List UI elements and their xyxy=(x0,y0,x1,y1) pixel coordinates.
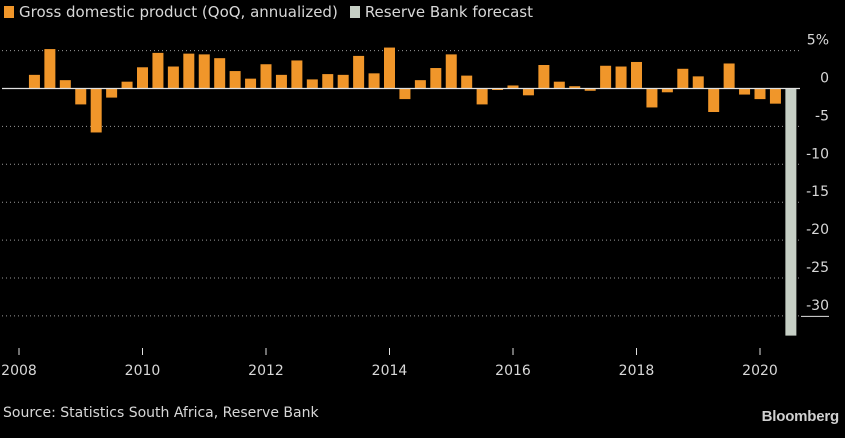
gdp-bar xyxy=(445,54,457,89)
gdp-bar xyxy=(708,88,720,112)
x-tick-label: 2016 xyxy=(495,363,531,379)
gdp-bar xyxy=(692,76,704,89)
gdp-bar xyxy=(152,52,164,89)
gdp-bar xyxy=(121,81,133,89)
gdp-bar xyxy=(229,71,241,89)
gdp-bar xyxy=(538,65,550,89)
gdp-bar xyxy=(754,88,766,100)
gdp-bar xyxy=(569,86,581,89)
gdp-bar xyxy=(214,58,226,89)
gdp-bar xyxy=(461,75,473,89)
y-tick-label: -20 xyxy=(806,222,829,238)
source-note: Source: Statistics South Africa, Reserve… xyxy=(3,405,319,421)
gdp-bar xyxy=(291,60,303,89)
gdp-bar xyxy=(769,88,781,104)
gdp-bar xyxy=(723,63,735,89)
gdp-bar xyxy=(399,88,411,100)
gdp-bar xyxy=(59,80,71,89)
gdp-bar xyxy=(106,88,118,98)
gdp-bar xyxy=(44,49,56,89)
gdp-bar xyxy=(584,88,596,91)
legend-item-gdp: Gross domestic product (QoQ, annualized) xyxy=(4,3,338,21)
gdp-bar xyxy=(260,64,272,89)
gdp-bar xyxy=(75,88,87,105)
gdp-bar xyxy=(631,61,642,89)
legend-item-forecast: Reserve Bank forecast xyxy=(349,3,533,21)
gdp-bar xyxy=(167,66,179,89)
gdp-bar xyxy=(492,88,504,91)
gdp-bar xyxy=(137,67,148,89)
x-tick-label: 2020 xyxy=(742,363,778,379)
x-tick-label: 2018 xyxy=(619,363,655,379)
gdp-bar xyxy=(414,80,426,89)
gdp-bar xyxy=(198,54,210,89)
gdp-bar xyxy=(522,88,534,96)
gdp-bar xyxy=(322,74,334,89)
y-tick-label: 5% xyxy=(807,33,829,49)
gdp-bar xyxy=(245,78,257,89)
gdp-bar xyxy=(615,66,627,89)
y-tick-label: -5 xyxy=(815,108,829,124)
legend-swatch-forecast xyxy=(349,6,360,18)
gdp-bar xyxy=(275,74,287,89)
gdp-bar xyxy=(306,79,318,89)
gdp-bar xyxy=(600,65,612,89)
gdp-bar xyxy=(646,88,658,108)
y-tick-label: 0 xyxy=(820,71,829,87)
chart-legend: Gross domestic product (QoQ, annualized)… xyxy=(4,2,545,22)
forecast-bar xyxy=(785,88,797,336)
gdp-bar xyxy=(507,85,519,89)
gdp-bar xyxy=(337,74,349,89)
gdp-bar xyxy=(353,55,365,89)
y-tick-label: -15 xyxy=(806,184,829,200)
y-tick-label: -10 xyxy=(806,146,829,162)
legend-label-gdp: Gross domestic product (QoQ, annualized) xyxy=(19,3,338,21)
legend-label-forecast: Reserve Bank forecast xyxy=(364,3,533,21)
gdp-bar xyxy=(368,73,380,89)
x-tick-label: 2012 xyxy=(248,363,284,379)
bloomberg-logo: Bloomberg xyxy=(761,408,840,425)
gdp-bar xyxy=(384,47,395,89)
gdp-bar xyxy=(430,68,442,89)
legend-swatch-gdp xyxy=(4,6,14,18)
x-tick-label: 2008 xyxy=(1,363,37,379)
gdp-bar xyxy=(553,81,565,89)
gdp-bar xyxy=(476,88,488,105)
y-tick-label: -30 xyxy=(806,298,829,314)
x-tick-label: 2014 xyxy=(372,363,408,379)
x-tick-label: 2010 xyxy=(125,363,161,379)
y-tick-label: -25 xyxy=(806,260,829,276)
gdp-bar xyxy=(28,74,40,89)
gdp-bar xyxy=(677,68,689,89)
gdp-bar xyxy=(90,88,102,133)
gdp-bar xyxy=(661,88,673,93)
gdp-bar xyxy=(739,88,751,95)
gdp-bar-chart: 5% 0 -5 -10 -15 -20 -25 -30 2008 2010 2012 2014 2016… xyxy=(1,33,829,379)
gdp-bar xyxy=(183,53,195,89)
